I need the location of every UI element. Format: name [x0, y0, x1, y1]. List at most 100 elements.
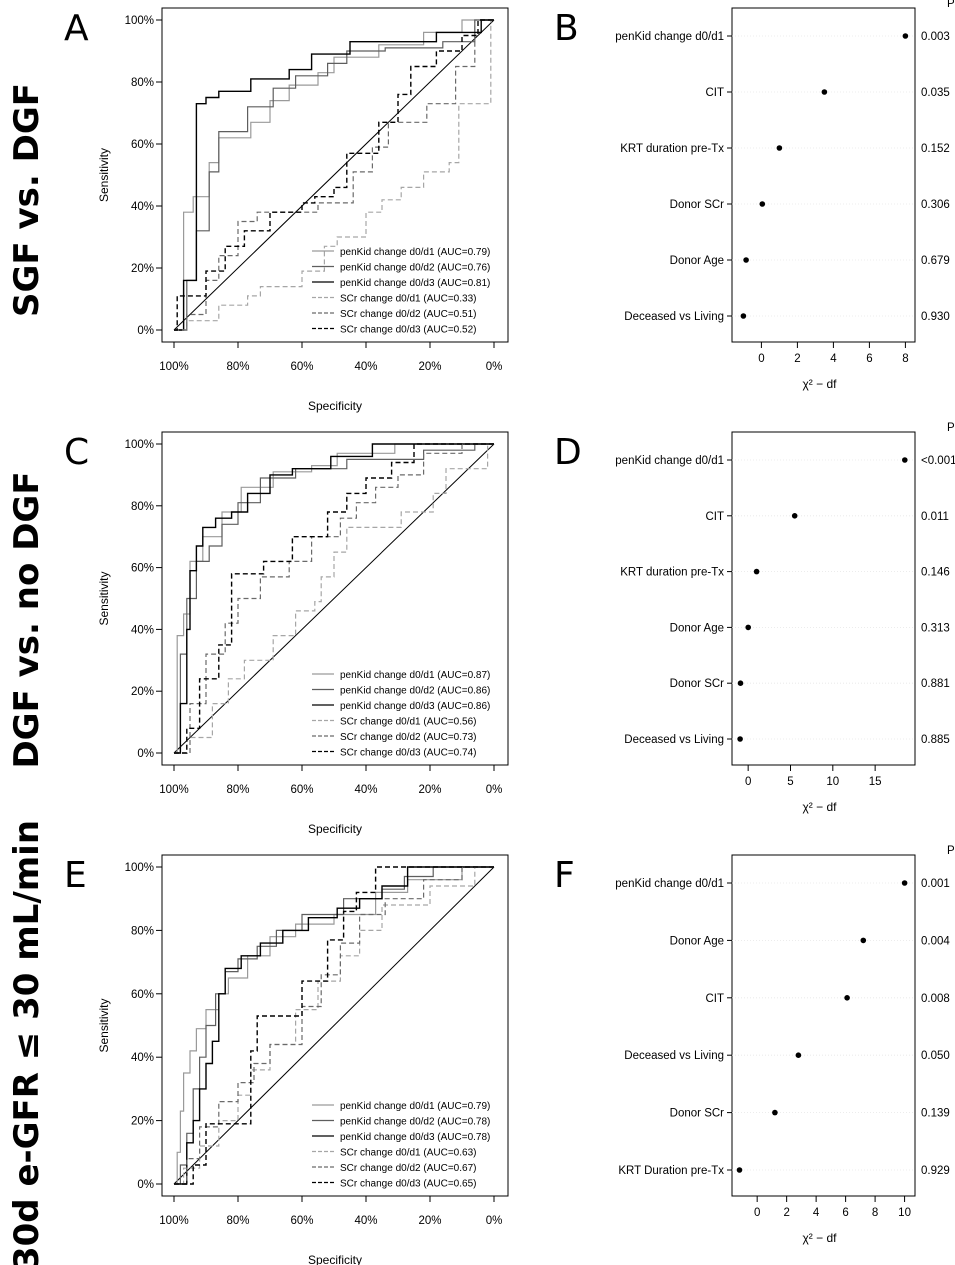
legend-entry: SCr change d0/d1 (AUC=0.63) [340, 1148, 476, 1159]
variable-label: Deceased vs Living [624, 311, 724, 323]
y-tick-label: 100% [125, 862, 154, 874]
x-axis-label: χ² − df [803, 1231, 838, 1245]
chi2-point [759, 201, 766, 207]
variable-label: KRT duration pre-Tx [620, 143, 724, 155]
roc-curve-series-3 [174, 866, 494, 1185]
p-value-label: 0.885 [921, 734, 950, 746]
x-tick-label: 60% [290, 361, 313, 373]
p-value-label: 0.313 [921, 622, 950, 634]
x-tick-label: 0 [758, 353, 764, 365]
diagonal-line [173, 443, 495, 754]
x-tick-label: 15 [869, 776, 882, 788]
y-axis-label: Sensitivity [97, 571, 111, 625]
chi2-point [772, 1109, 778, 1116]
variable-label: Donor Age [670, 622, 724, 634]
roc-curve-series-3 [174, 443, 494, 754]
chi2-point [901, 880, 908, 886]
y-tick-label: 80% [131, 77, 154, 89]
chi2-point [753, 568, 760, 575]
p-value-header: P [947, 845, 955, 857]
roc-curve-series-1 [174, 866, 494, 1185]
legend-entry: SCr change d0/d2 (AUC=0.73) [340, 732, 476, 743]
x-tick-label: 20% [418, 784, 441, 796]
x-tick-label: 4 [830, 353, 837, 365]
roc-curve-series-5 [174, 443, 494, 754]
panel-letter: F [554, 855, 575, 896]
panel-letter: B [554, 8, 579, 49]
legend-entry: penKid change d0/d1 (AUC=0.79) [340, 247, 490, 258]
p-value-label: 0.930 [921, 311, 950, 323]
variable-label: CIT [705, 993, 724, 1005]
y-tick-label: 20% [131, 686, 154, 698]
chi2-point [737, 680, 744, 686]
legend-entry: SCr change d0/d3 (AUC=0.65) [340, 1179, 476, 1190]
p-value-header: P [947, 422, 955, 434]
x-tick-label: 60% [290, 1215, 313, 1227]
x-tick-label: 80% [226, 784, 249, 796]
x-tick-label: 20% [418, 361, 441, 373]
x-tick-label: 0 [745, 776, 751, 788]
y-tick-label: 40% [131, 201, 154, 213]
variable-label: Donor SCr [670, 199, 724, 211]
chi2-point [860, 937, 867, 944]
y-tick-label: 80% [131, 501, 154, 513]
chi2-point [795, 1052, 802, 1058]
p-value-label: 0.881 [921, 678, 950, 690]
roc-curve-series-6 [174, 443, 494, 754]
x-tick-label: 8 [872, 1207, 878, 1219]
roc-curve-series-6 [174, 19, 494, 331]
x-tick-label: 6 [842, 1207, 848, 1219]
x-tick-label: 6 [866, 353, 872, 365]
chi2-point [844, 995, 850, 1001]
x-tick-label: 0% [486, 784, 503, 796]
y-tick-label: 60% [131, 563, 154, 575]
x-tick-label: 40% [354, 1215, 377, 1227]
y-axis-label: Sensitivity [97, 998, 111, 1052]
variable-label: penKid change d0/d1 [615, 878, 724, 890]
panel-letter: D [554, 432, 582, 473]
y-tick-label: 0% [137, 1179, 154, 1191]
variable-label: Deceased vs Living [624, 1050, 724, 1062]
x-tick-label: 100% [159, 784, 188, 796]
y-tick-label: 40% [131, 624, 154, 636]
chi2-point [743, 257, 749, 263]
x-tick-label: 0 [754, 1207, 760, 1219]
x-tick-label: 2 [783, 1207, 789, 1219]
x-tick-label: 10 [898, 1207, 911, 1219]
legend-entry: SCr change d0/d2 (AUC=0.51) [340, 309, 476, 320]
x-tick-label: 0% [486, 1215, 503, 1227]
panel-letter: E [64, 855, 87, 896]
variable-label: Donor SCr [670, 1108, 724, 1120]
roc-curve-series-4 [174, 866, 494, 1185]
x-axis-label: Specificity [308, 822, 362, 836]
legend-entry: penKid change d0/d2 (AUC=0.78) [340, 1117, 490, 1128]
y-tick-label: 20% [131, 1116, 154, 1128]
x-tick-label: 100% [159, 361, 188, 373]
x-axis-label: χ² − df [803, 377, 838, 391]
roc-curve-series-2 [174, 19, 494, 331]
p-value-header: P [947, 0, 955, 10]
y-axis-label: Sensitivity [97, 148, 111, 202]
x-tick-label: 10 [826, 776, 839, 788]
chi2-point [791, 513, 798, 519]
row-label: 30d e-GFR ≤ 30 mL/min [7, 820, 47, 1265]
legend-entry: penKid change d0/d3 (AUC=0.78) [340, 1132, 490, 1143]
roc-curve-series-5 [174, 866, 494, 1185]
variable-label: CIT [705, 511, 724, 523]
diagonal-line [173, 866, 495, 1185]
x-tick-label: 2 [794, 353, 800, 365]
x-tick-label: 80% [226, 1215, 249, 1227]
x-tick-label: 80% [226, 361, 249, 373]
p-value-label: 0.004 [921, 935, 950, 947]
x-tick-label: 5 [787, 776, 793, 788]
p-value-label: 0.001 [921, 878, 950, 890]
variable-label: CIT [705, 87, 724, 99]
x-tick-label: 40% [354, 784, 377, 796]
y-tick-label: 60% [131, 139, 154, 151]
x-tick-label: 20% [418, 1215, 441, 1227]
plot-frame [731, 854, 916, 1197]
variable-label: Donor Age [670, 935, 724, 947]
